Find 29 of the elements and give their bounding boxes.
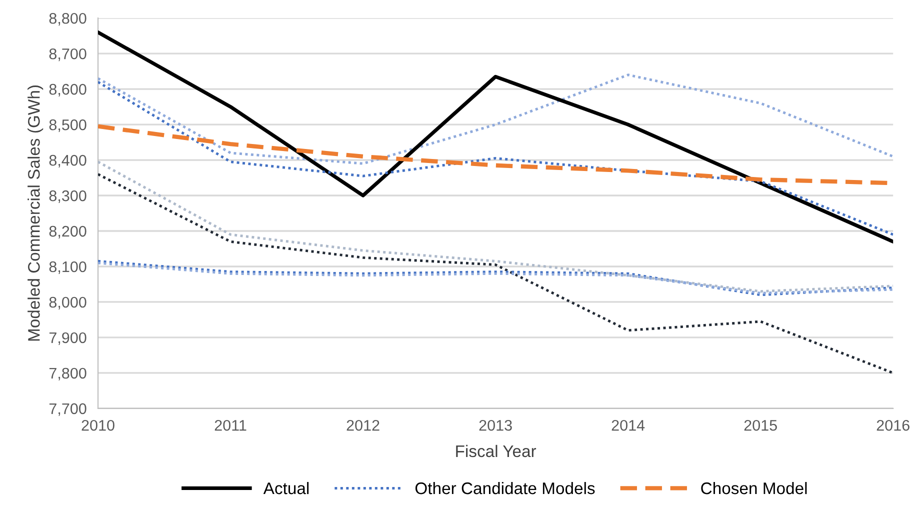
y-tick-label: 8,800 bbox=[49, 12, 86, 26]
y-tick-label: 8,100 bbox=[49, 261, 86, 274]
y-tick-label: 7,800 bbox=[49, 368, 86, 380]
line-series bbox=[98, 74, 894, 165]
y-axis-title: Modeled Commercial Sales (GWh) bbox=[28, 86, 44, 341]
legend-label: Other Candidate Models bbox=[415, 482, 595, 494]
line-series bbox=[98, 160, 894, 293]
x-tick-label: 2014 bbox=[612, 420, 645, 431]
y-tick-label: 8,200 bbox=[49, 226, 86, 238]
y-tick-label: 8,300 bbox=[49, 190, 86, 204]
y-tick-label: 8,000 bbox=[49, 296, 86, 310]
legend-label: Chosen Model bbox=[701, 482, 807, 494]
x-tick-label: 2013 bbox=[479, 420, 512, 431]
y-tick-label: 7,900 bbox=[49, 332, 86, 345]
y-tick-label: 7,700 bbox=[49, 403, 86, 416]
x-tick-label: 2016 bbox=[876, 420, 910, 431]
x-tick-label: 2015 bbox=[744, 420, 777, 431]
x-axis-title: Fiscal Year bbox=[456, 444, 536, 458]
x-tick-label: 2011 bbox=[214, 420, 246, 431]
line-series bbox=[98, 30, 894, 244]
line-series bbox=[98, 172, 894, 374]
x-tick-label: 2012 bbox=[346, 420, 380, 431]
legend-label: Actual bbox=[263, 482, 309, 494]
y-tick-label: 8,700 bbox=[49, 48, 86, 62]
y-tick-label: 8,500 bbox=[49, 119, 86, 132]
y-tick-label: 8,600 bbox=[49, 84, 86, 97]
line-series bbox=[98, 80, 894, 236]
x-tick-label: 2010 bbox=[82, 420, 114, 431]
y-tick-label: 8,400 bbox=[49, 154, 86, 168]
